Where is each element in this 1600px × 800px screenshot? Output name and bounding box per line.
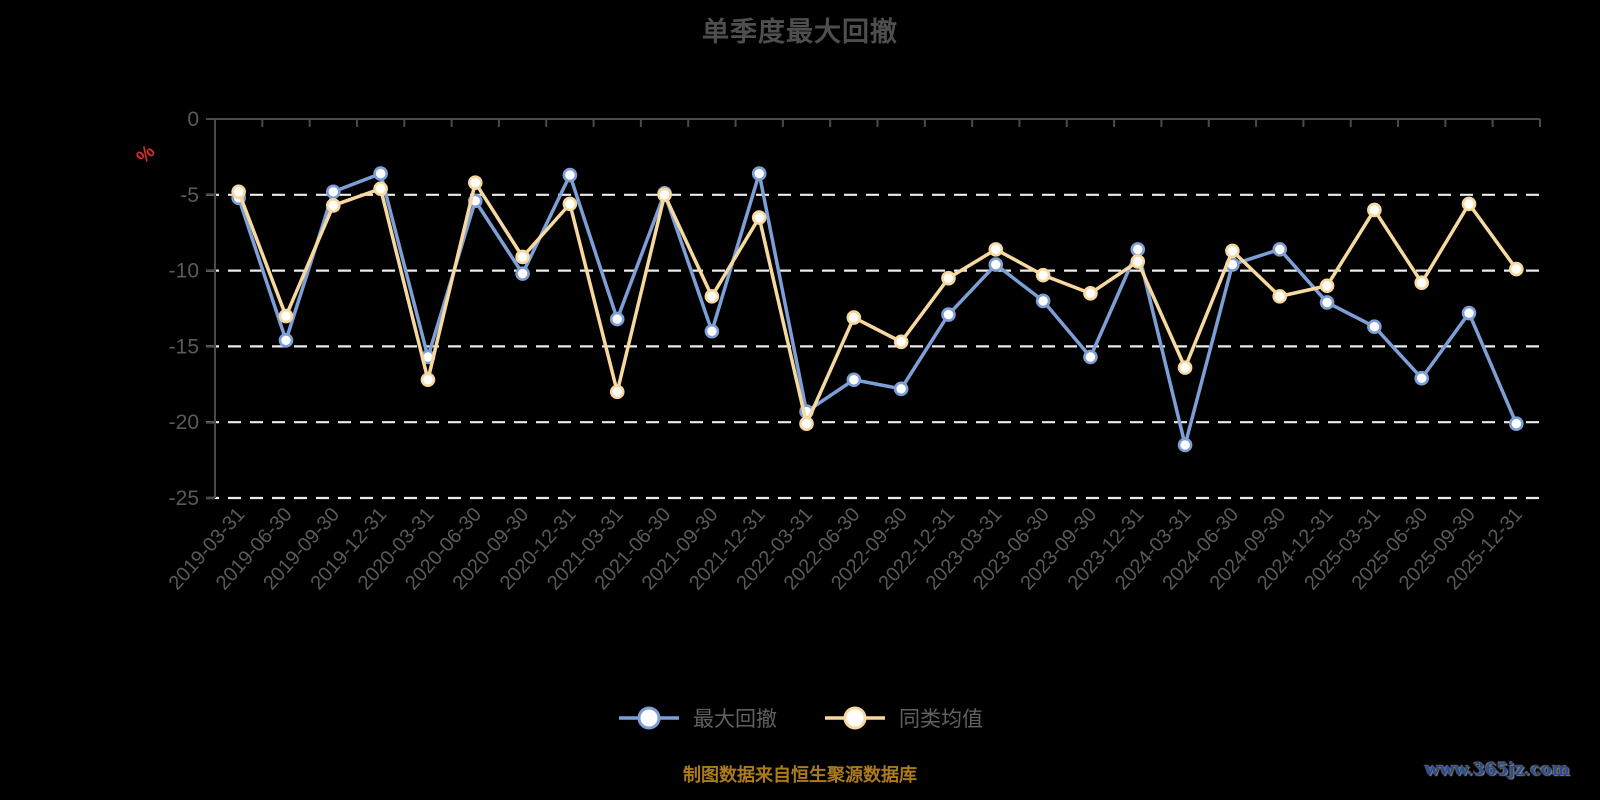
data-point — [278, 308, 294, 324]
chart-title: 单季度最大回撤 — [702, 17, 898, 47]
data-point — [1083, 286, 1098, 301]
legend-label-max-drawdown: 最大回撤 — [693, 708, 777, 731]
data-point — [1367, 319, 1382, 334]
data-point — [893, 334, 909, 350]
data-point — [326, 198, 341, 213]
data-point — [1319, 295, 1335, 310]
y-axis-tick-label: -25 — [169, 487, 199, 510]
data-point — [704, 323, 720, 339]
data-point — [1130, 242, 1146, 257]
y-axis-tick-label: -10 — [169, 260, 199, 283]
data-point — [1414, 370, 1429, 386]
data-point — [1319, 278, 1335, 294]
data-point — [704, 289, 720, 304]
data-point — [562, 167, 578, 183]
data-point — [515, 266, 530, 281]
data-point — [420, 372, 436, 388]
data-point — [1272, 289, 1288, 304]
data-point — [751, 166, 767, 181]
data-point — [231, 184, 246, 200]
data-point — [1177, 437, 1193, 453]
chart-legend: 最大回撤 同类均值 — [0, 700, 1600, 736]
data-point — [515, 249, 530, 265]
data-point — [1509, 416, 1524, 432]
data-point — [941, 307, 956, 322]
data-point — [846, 372, 862, 388]
y-axis-tick-label: -5 — [180, 184, 199, 207]
data-point — [1035, 293, 1051, 309]
data-point — [846, 310, 862, 325]
legend-label-category-average: 同类均值 — [899, 708, 983, 731]
data-point — [751, 210, 767, 225]
data-point — [1461, 305, 1477, 321]
data-point — [1272, 242, 1288, 257]
chart-canvas: 0-5-10-15-20-252019-03-312019-06-302019-… — [165, 108, 1541, 594]
series-line-1 — [236, 180, 1519, 426]
data-point — [609, 311, 625, 327]
data-point — [1414, 275, 1429, 291]
data-point — [1083, 349, 1098, 365]
data-point — [1461, 196, 1477, 212]
legend-item-category-average[interactable]: 同类均值 — [823, 700, 983, 736]
data-point — [562, 196, 578, 212]
legend-marker-max-drawdown-icon — [619, 706, 679, 730]
data-point — [373, 166, 388, 181]
data-point — [1130, 254, 1146, 269]
data-point — [609, 384, 625, 400]
data-point — [373, 181, 388, 197]
data-point — [467, 175, 483, 190]
legend-marker-category-average-icon — [825, 706, 885, 730]
y-axis-tick-label: 0 — [187, 108, 199, 131]
data-point — [1367, 202, 1382, 218]
data-point — [1035, 267, 1051, 283]
watermark-url: www.365jz.com — [1425, 760, 1570, 780]
data-point — [941, 270, 956, 286]
legend-item-max-drawdown[interactable]: 最大回撤 — [617, 700, 777, 736]
data-source-note: 制图数据来自恒生聚源数据库 — [683, 765, 917, 785]
data-point — [1509, 261, 1524, 277]
data-point — [988, 242, 1004, 257]
y-axis-tick-label: -20 — [169, 411, 199, 434]
data-point — [278, 333, 294, 348]
data-point — [1225, 243, 1240, 259]
data-point — [1177, 360, 1193, 375]
data-point — [326, 184, 341, 200]
data-point — [799, 416, 814, 432]
y-axis-tick-label: -15 — [169, 335, 199, 358]
data-point — [893, 381, 909, 397]
data-point — [657, 187, 672, 203]
data-point — [988, 257, 1004, 272]
